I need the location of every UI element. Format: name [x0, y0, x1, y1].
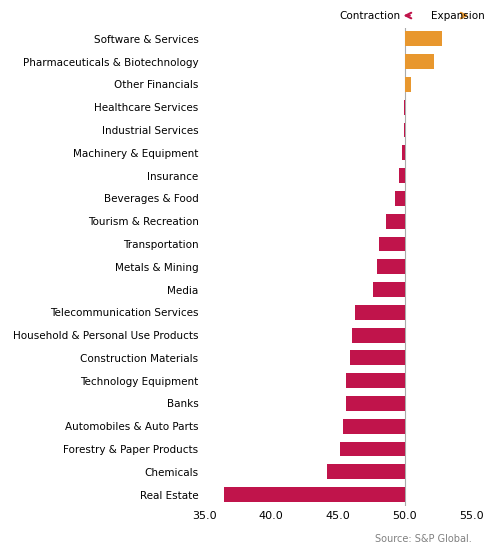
Bar [386, 214, 404, 229]
Text: Expansion: Expansion [431, 10, 485, 20]
Bar [377, 260, 404, 274]
Bar [404, 77, 411, 92]
Bar [355, 305, 404, 320]
Bar [404, 31, 442, 46]
Bar [395, 191, 405, 206]
Bar [224, 487, 404, 502]
Bar [402, 145, 405, 160]
Bar [327, 464, 405, 479]
Text: Contraction: Contraction [339, 10, 400, 20]
Bar [346, 373, 404, 388]
Text: Source: S&P Global.: Source: S&P Global. [375, 535, 471, 544]
Bar [341, 442, 405, 456]
Bar [379, 236, 404, 251]
Bar [352, 328, 404, 343]
Bar [343, 419, 404, 433]
Bar [373, 282, 404, 297]
Bar [346, 396, 404, 411]
Bar [399, 168, 404, 183]
Bar [350, 350, 404, 365]
Bar [404, 54, 434, 69]
